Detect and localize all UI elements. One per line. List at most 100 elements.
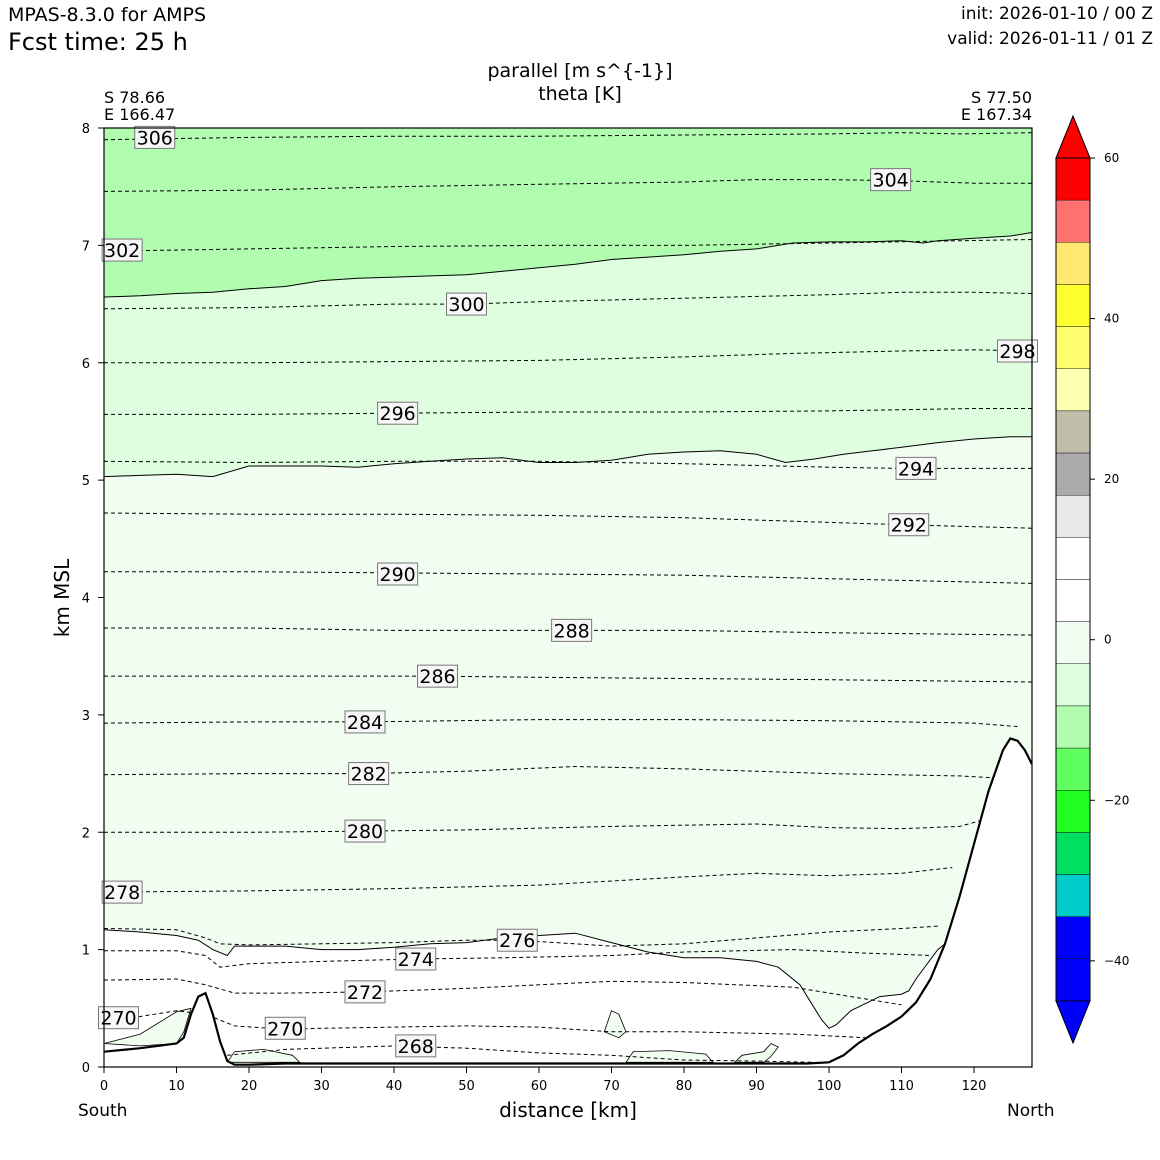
- x-tick-label: 0: [100, 1079, 108, 1094]
- contour-label: 270: [264, 1016, 306, 1040]
- fill-boundary-lines: [104, 232, 1032, 1029]
- contour-label-text: 298: [999, 341, 1035, 363]
- theta-contour-line: [104, 179, 1032, 192]
- colorbar-extend-max: [1055, 114, 1091, 159]
- x-axis-label: distance [km]: [499, 1098, 637, 1122]
- right-end-longitude: E 167.34: [960, 105, 1032, 124]
- contour-label-text: 268: [398, 1036, 434, 1058]
- y-tick-label: 8: [82, 122, 90, 137]
- x-tick-label: 90: [748, 1079, 765, 1094]
- colorbar-segment: [1055, 958, 1091, 1002]
- theta-contour-line: [104, 132, 1032, 141]
- contour-label: 288: [551, 618, 593, 642]
- contour-label-text: 270: [100, 1008, 136, 1030]
- contour-label-text: 296: [379, 403, 415, 425]
- valid-time: valid: 2026-01-11 / 01 Z: [947, 29, 1153, 49]
- theta-contour-line: [104, 408, 1032, 415]
- contour-label-text: 290: [379, 564, 415, 586]
- theta-contour-line: [104, 239, 1032, 252]
- x-tick-label: 110: [889, 1079, 914, 1094]
- contour-label: 302: [101, 238, 143, 262]
- contour-labels: 306 304 302 300 298 296 294 292 290 288 286 284 282 2…: [98, 125, 1038, 1058]
- colorbar-segment: [1055, 832, 1091, 875]
- y-tick-label: 7: [82, 239, 90, 254]
- colorbar-segment: [1055, 537, 1091, 580]
- contour-label-text: 274: [398, 949, 434, 971]
- colorbar-segment: [1055, 452, 1091, 496]
- y-tick-label: 6: [82, 357, 90, 372]
- x-tick-label: 60: [531, 1079, 548, 1094]
- contour-label: 268: [395, 1034, 437, 1058]
- theta-contour-line: [104, 719, 1018, 728]
- left-end-latitude: S 78.66: [104, 88, 166, 107]
- contour-label: 290: [377, 562, 419, 586]
- y-tick-label: 2: [82, 826, 90, 841]
- terrain: [104, 737, 1032, 1067]
- contour-label: 276: [496, 928, 538, 952]
- y-axis: 0 1 2 3 4 5 6 7 8: [82, 122, 104, 1076]
- x-tick-label: 40: [386, 1079, 403, 1094]
- contour-label-text: 304: [872, 170, 908, 192]
- colorbar: −40 −20 0 20 40 60: [1055, 114, 1129, 1045]
- fill-patch: [104, 1007, 192, 1047]
- contour-label: 280: [344, 819, 386, 843]
- y-tick-label: 5: [82, 474, 90, 489]
- colorbar-segment: [1055, 495, 1091, 538]
- colorbar-segment: [1055, 579, 1091, 622]
- fill-regions: [104, 128, 1032, 1067]
- x-tick-label: 70: [603, 1079, 620, 1094]
- contour-label-text: 306: [137, 127, 173, 149]
- colorbar-segment: [1055, 705, 1091, 749]
- contour-label: 296: [377, 401, 419, 425]
- theta-contour-line: [104, 978, 902, 1006]
- chart-subtitle: theta [K]: [538, 83, 622, 105]
- fill-patch: [603, 1010, 627, 1039]
- fill-patch: [226, 1048, 301, 1063]
- model-name: MPAS-8.3.0 for AMPS: [8, 4, 207, 26]
- y-tick-label: 0: [82, 1061, 90, 1076]
- forecast-time: Fcst time: 25 h: [8, 28, 188, 56]
- x-tick-label: 100: [817, 1079, 842, 1094]
- colorbar-segment: [1055, 621, 1091, 665]
- theta-contour-line: [104, 460, 1032, 469]
- colorbar-segment: [1055, 410, 1091, 454]
- contour-label: 306: [134, 125, 176, 149]
- north-end-label: North: [1007, 1101, 1055, 1121]
- theta-contour-line: [104, 675, 1032, 683]
- theta-contour-line: [104, 765, 1004, 779]
- contour-label-text: 294: [898, 458, 934, 480]
- contour-label-text: 292: [891, 515, 927, 537]
- colorbar-tick-label: 0: [1104, 633, 1112, 647]
- colorbar-segment: [1055, 663, 1091, 707]
- fill-boundary-line: [104, 929, 960, 1029]
- contour-label-text: 300: [448, 294, 484, 316]
- contour-label-text: 284: [347, 712, 383, 734]
- fill-region-upper: [104, 128, 1032, 297]
- x-tick-label: 80: [676, 1079, 693, 1094]
- contour-label: 270: [98, 1006, 139, 1030]
- terrain-fill: [104, 738, 1032, 1067]
- fill-patch: [733, 1043, 779, 1063]
- theta-contour-line: [104, 291, 1032, 310]
- theta-contour-line: [104, 571, 1032, 584]
- colorbar-extend-min: [1055, 1000, 1091, 1045]
- left-end-longitude: E 166.47: [104, 105, 176, 124]
- colorbar-segment: [1055, 916, 1091, 960]
- contour-label-text: 280: [347, 821, 383, 843]
- x-tick-label: 10: [168, 1079, 185, 1094]
- colorbar-segment: [1055, 242, 1091, 285]
- theta-contour-line: [104, 1010, 866, 1039]
- fill-patch: [625, 1050, 714, 1063]
- colorbar-tick-label: −40: [1104, 954, 1129, 968]
- colorbar-segment: [1055, 199, 1091, 243]
- y-tick-label: 3: [82, 709, 90, 724]
- contour-label-text: 278: [104, 882, 140, 904]
- south-end-label: South: [78, 1101, 128, 1121]
- contour-label-text: 282: [350, 764, 386, 786]
- colorbar-segment: [1055, 284, 1091, 327]
- colorbar-tick-label: 40: [1104, 312, 1119, 326]
- theta-contour-line: [104, 867, 953, 893]
- contour-label: 282: [348, 762, 390, 786]
- colorbar-segment: [1055, 790, 1091, 833]
